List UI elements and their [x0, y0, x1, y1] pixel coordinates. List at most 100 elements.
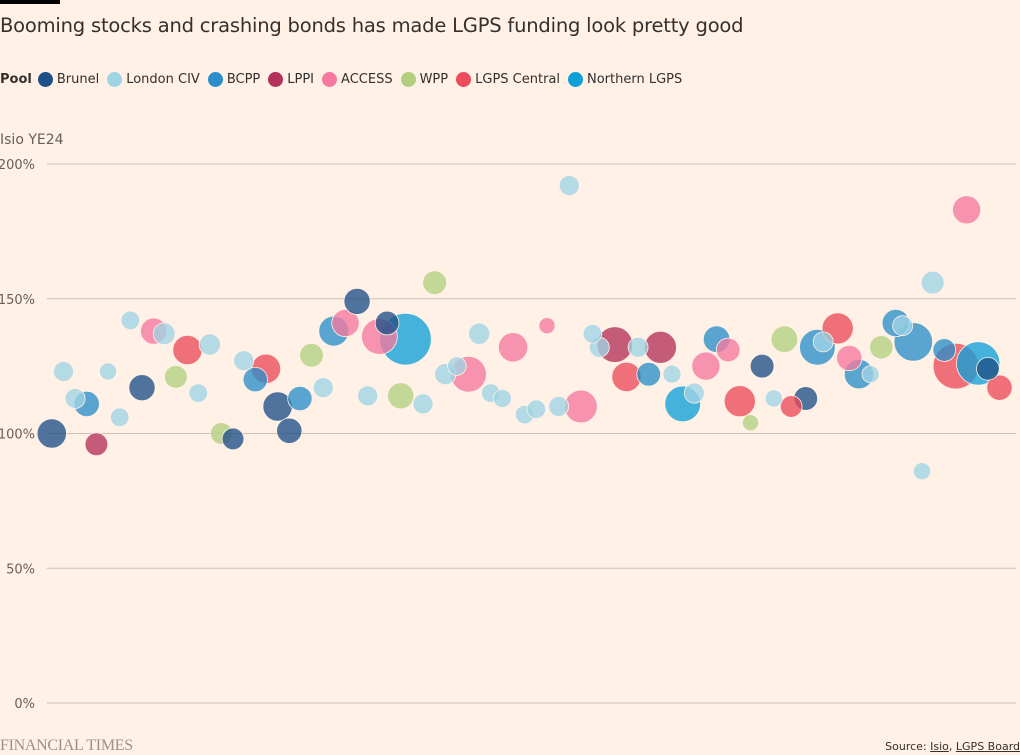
bubble-london-civ	[99, 362, 118, 381]
scatter-plot: 200% 150% 100% 50% 0%	[0, 158, 1016, 712]
legend-item: ACCESS	[322, 72, 393, 87]
bubble-access	[538, 317, 556, 335]
legend-item-label: Northern LGPS	[587, 72, 683, 87]
bubble-wpp	[869, 335, 894, 360]
legend-swatch-icon	[568, 72, 583, 87]
source-link-lgps-board[interactable]: LGPS Board	[955, 740, 1020, 753]
bubble-bcpp	[287, 385, 313, 412]
legend-item-label: LPPI	[287, 72, 315, 87]
bubble-london-civ	[662, 364, 682, 384]
bubble-brunel	[276, 417, 303, 444]
bubble-access	[836, 344, 863, 372]
bubble-access	[952, 195, 982, 225]
bubble-brunel	[128, 374, 156, 402]
source-link-isio[interactable]: Isio	[930, 740, 949, 753]
legend: Pool Brunel London CIV BCPP LPPI ACCESS WPP LG…	[0, 72, 690, 87]
y-axis-label: Isio YE24	[0, 132, 64, 148]
source-prefix: Source:	[885, 740, 931, 753]
bubble-access	[564, 389, 598, 424]
bubble-london-civ	[312, 377, 334, 399]
bubble-wpp	[422, 270, 447, 295]
bubble-lgps-central	[986, 374, 1013, 401]
bubble-london-civ	[548, 396, 569, 417]
bubble-london-civ	[412, 393, 434, 415]
bubble-lppi	[84, 432, 109, 457]
legend-swatch-icon	[107, 72, 123, 87]
legend-item-label: LGPS Central	[475, 72, 560, 87]
legend-item: Northern LGPS	[568, 72, 682, 87]
bubble-london-civ	[233, 350, 255, 372]
legend-item: London CIV	[107, 72, 200, 87]
legend-item-label: BCPP	[226, 72, 261, 87]
legend-item: WPP	[400, 72, 449, 87]
legend-item-label: WPP	[419, 72, 449, 87]
brand-bar	[0, 0, 60, 4]
chart-title: Booming stocks and crashing bonds has ma…	[0, 14, 744, 37]
bubble-london-civ	[198, 333, 221, 356]
bubble-london-civ	[558, 175, 580, 196]
bubble-london-civ	[861, 365, 880, 384]
legend-item: LPPI	[268, 72, 314, 87]
legend-swatch-icon	[37, 72, 53, 87]
bubble-lgps-central	[172, 334, 203, 366]
legend-swatch-icon	[322, 72, 338, 87]
legend-swatch-icon	[456, 72, 472, 87]
bubble-access	[691, 351, 721, 381]
bubble-lgps-central	[779, 395, 803, 418]
y-tick-label: 50%	[6, 562, 35, 577]
bubble-london-civ	[492, 389, 512, 408]
y-tick-label: 100%	[0, 428, 35, 443]
legend-swatch-icon	[207, 72, 223, 87]
bubble-london-civ	[627, 336, 649, 358]
y-tick-label: 150%	[0, 293, 35, 308]
bubble-brunel	[976, 357, 1000, 381]
bubble-london-civ	[913, 462, 932, 481]
legend-label: Pool	[0, 72, 32, 87]
bubble-london-civ	[892, 315, 913, 337]
legend-item-label: Brunel	[56, 72, 100, 87]
bubble-brunel	[343, 287, 371, 315]
bubble-access	[497, 332, 529, 363]
bubble-brunel	[374, 310, 400, 336]
bubble-london-civ	[920, 270, 945, 295]
legend-swatch-icon	[268, 72, 284, 87]
bubble-london-civ	[64, 388, 86, 409]
bubble-london-civ	[812, 331, 834, 353]
bubble-london-civ	[683, 382, 705, 404]
source-note: Source: Isio, LGPS Board	[885, 740, 1020, 753]
legend-item-label: ACCESS	[341, 72, 393, 87]
bubble-london-civ	[447, 356, 467, 376]
bubble-london-civ	[109, 407, 130, 428]
bubble-wpp	[387, 382, 415, 410]
bubble-access	[715, 337, 741, 363]
legend-item-label: London CIV	[126, 72, 200, 87]
bubble-london-civ	[53, 361, 74, 382]
bubble-london-civ	[120, 310, 141, 331]
bubble-bcpp	[636, 361, 661, 387]
source-separator: ,	[948, 740, 956, 753]
bubble-london-civ	[582, 324, 603, 344]
bubble-london-civ	[764, 389, 783, 408]
bubble-bcpp	[242, 367, 268, 393]
bubble-wpp	[742, 414, 760, 432]
bubble-bcpp	[932, 338, 957, 362]
bubble-brunel	[749, 353, 775, 379]
bubble-london-civ	[357, 385, 379, 407]
bubble-london-civ	[468, 322, 491, 345]
ft-logo: FINANCIAL TIMES	[0, 737, 133, 754]
bubble-access	[331, 308, 360, 338]
y-tick-label: 200%	[0, 158, 35, 173]
bubble-brunel	[36, 418, 67, 449]
bubble-london-civ	[152, 322, 176, 346]
bubble-london-civ	[526, 399, 547, 419]
bubble-london-civ	[188, 383, 208, 403]
legend-item: Brunel	[37, 72, 100, 87]
bubble-wpp	[299, 343, 324, 368]
legend-swatch-icon	[400, 72, 416, 87]
bubble-lppi	[643, 330, 677, 364]
legend-item: BCPP	[207, 72, 261, 87]
bubble-wpp	[770, 325, 799, 353]
y-tick-label: 0%	[14, 697, 35, 712]
bubble-brunel	[221, 427, 245, 451]
bubble-wpp	[164, 365, 188, 389]
